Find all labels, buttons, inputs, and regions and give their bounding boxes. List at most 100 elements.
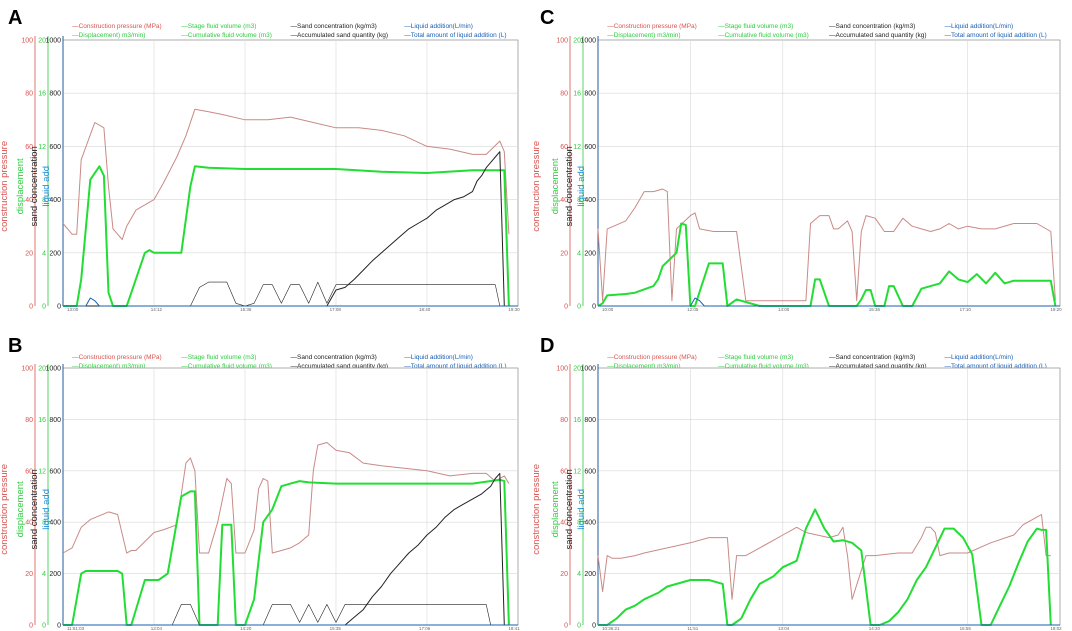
legend-item-accum-sand: —Accumulated sand quantity (kg) — [291, 363, 389, 370]
tick-label: 20 — [38, 38, 46, 45]
tick-label: 20 — [573, 366, 581, 373]
axis-title-liquid: liquid add — [41, 166, 52, 207]
axis-titles: construction pressure displacement sand co… — [0, 141, 52, 232]
tick-label: 0 — [564, 304, 568, 311]
legend-item-displacement: —Displacement) m3/min) — [607, 363, 680, 370]
legend-item-liquid-add: —Liquid addition(L/min) — [945, 354, 1014, 361]
tick-label: 40 — [560, 197, 568, 204]
axis-title-sand: sand concentration — [564, 469, 575, 549]
tick-label: 16 — [573, 91, 581, 98]
x-tick-label: 19:30 — [508, 307, 520, 312]
series-displacement — [63, 478, 510, 626]
legend-item-displacement: —Displacement) m3/min) — [72, 32, 145, 39]
legend-item-liquid-add: —Liquid addition(L/min) — [945, 23, 1014, 30]
y-axis-displacement: 0 4 8 12 16 20 — [38, 364, 49, 630]
series-group — [597, 188, 1060, 307]
tick-label: 0 — [42, 623, 46, 630]
tick-label: 0 — [29, 623, 33, 630]
tick-label: 20 — [560, 250, 568, 257]
axis-title-pressure: construction pressure — [0, 464, 10, 555]
tick-label: 400 — [584, 197, 596, 204]
tick-label: 1000 — [580, 38, 596, 45]
x-axis: 11:51:03 13:04 14:20 15:35 17:06 18:41 — [67, 626, 520, 631]
legend-item-total-liquid: —Total amount of liquid addition (L) — [404, 32, 506, 39]
tick-label: 400 — [49, 520, 61, 527]
gridlines — [63, 368, 518, 625]
x-tick-label: 15:36 — [240, 307, 252, 312]
tick-label: 60 — [560, 144, 568, 151]
y-axis-pressure: 0 20 40 60 80 100 — [556, 364, 571, 630]
tick-label: 600 — [584, 468, 596, 475]
axis-title-sand: sand concentration — [564, 146, 575, 226]
legend-item-sand-conc: —Sand concentration (kg/m3) — [829, 354, 915, 361]
series-construction-pressure — [62, 108, 510, 240]
axis-titles: construction pressure displacement sand co… — [531, 464, 587, 555]
y-axis-pressure: 0 20 40 60 80 100 — [21, 364, 36, 630]
gridlines — [598, 368, 1060, 625]
x-tick-label: 18:02 — [1050, 626, 1062, 631]
legend-item-stage-fluid: —Stage fluid volume (m3) — [718, 23, 793, 30]
tick-label: 800 — [584, 91, 596, 98]
y-axis-displacement: 0 4 8 12 16 20 — [573, 364, 584, 630]
x-tick-label: 19:20 — [1050, 307, 1062, 312]
tick-label: 80 — [25, 417, 33, 424]
tick-label: 8 — [42, 520, 46, 527]
series-sand-concentration — [63, 604, 491, 626]
legend-item-pressure: —Construction pressure (MPa) — [607, 354, 697, 361]
axis-title-pressure: construction pressure — [531, 141, 542, 232]
tick-label: 0 — [564, 623, 568, 630]
plot-area — [62, 367, 519, 626]
legend-item-pressure: —Construction pressure (MPa) — [72, 354, 162, 361]
panel-label: C — [540, 7, 554, 29]
x-tick-label: 18:41 — [508, 626, 520, 631]
legend-item-accum-sand: —Accumulated sand quantity (kg) — [829, 363, 927, 370]
tick-label: 0 — [57, 304, 61, 311]
x-tick-label: 18:40 — [419, 307, 431, 312]
axis-title-liquid: liquid add — [41, 489, 52, 530]
tick-label: 16 — [573, 417, 581, 424]
tick-label: 20 — [560, 571, 568, 578]
series-group — [62, 108, 518, 307]
legend-item-cumulative-fluid: —Cumulative fluid volume (m3) — [181, 32, 272, 39]
tick-label: 4 — [42, 571, 46, 578]
x-tick-label: 17:10 — [960, 307, 972, 312]
legend-item-sand-conc: —Sand concentration (kg/m3) — [291, 23, 377, 30]
axis-title-displacement: displacement — [550, 481, 561, 537]
x-tick-label: 13:04 — [151, 626, 163, 631]
tick-label: 20 — [38, 366, 46, 373]
tick-label: 80 — [25, 91, 33, 98]
x-tick-label: 14:00 — [778, 307, 790, 312]
tick-label: 800 — [49, 91, 61, 98]
tick-label: 0 — [42, 304, 46, 311]
legend-item-liquid-add: —Liquid addition(L/min) — [404, 23, 473, 30]
axis-title-sand: sand concentration — [29, 146, 40, 226]
tick-label: 100 — [556, 366, 568, 373]
series-sand-concentration — [63, 281, 505, 307]
tick-label: 40 — [25, 520, 33, 527]
x-tick-label: 14:20 — [240, 626, 252, 631]
tick-label: 4 — [577, 250, 581, 257]
tick-label: 20 — [25, 571, 33, 578]
x-axis: 10:36:21 11:51 13:04 14:20 15:55 18:02 — [602, 626, 1062, 631]
series-group — [597, 508, 1060, 626]
y-axis-displacement: 0 4 8 12 16 20 — [38, 36, 49, 311]
y-axis-pressure: 0 20 40 60 80 100 — [556, 36, 571, 311]
axis-title-pressure: construction pressure — [0, 141, 10, 232]
series-construction-pressure — [62, 442, 510, 554]
tick-label: 4 — [577, 571, 581, 578]
legend-item-total-liquid: —Total amount of liquid addition (L) — [404, 363, 506, 370]
tick-label: 400 — [49, 197, 61, 204]
tick-label: 200 — [584, 250, 596, 257]
axis-title-liquid: liquid add — [576, 166, 587, 207]
axis-title-displacement: displacement — [15, 481, 26, 537]
legend-item-cumulative-fluid: —Cumulative fluid volume (m3) — [181, 363, 272, 370]
x-tick-label: 11:51:03 — [67, 626, 85, 631]
tick-label: 600 — [584, 144, 596, 151]
y-axis-pressure: 0 20 40 60 80 100 — [21, 36, 36, 311]
series-group — [62, 442, 518, 626]
x-tick-label: 10:36:21 — [602, 626, 620, 631]
x-tick-label: 17:08 — [330, 307, 342, 312]
x-axis: 13:00 14:12 15:36 17:08 18:40 19:30 — [67, 307, 520, 312]
series-accumulated-sand-quantity — [63, 472, 505, 626]
axis-title-sand: sand concentration — [29, 469, 40, 549]
